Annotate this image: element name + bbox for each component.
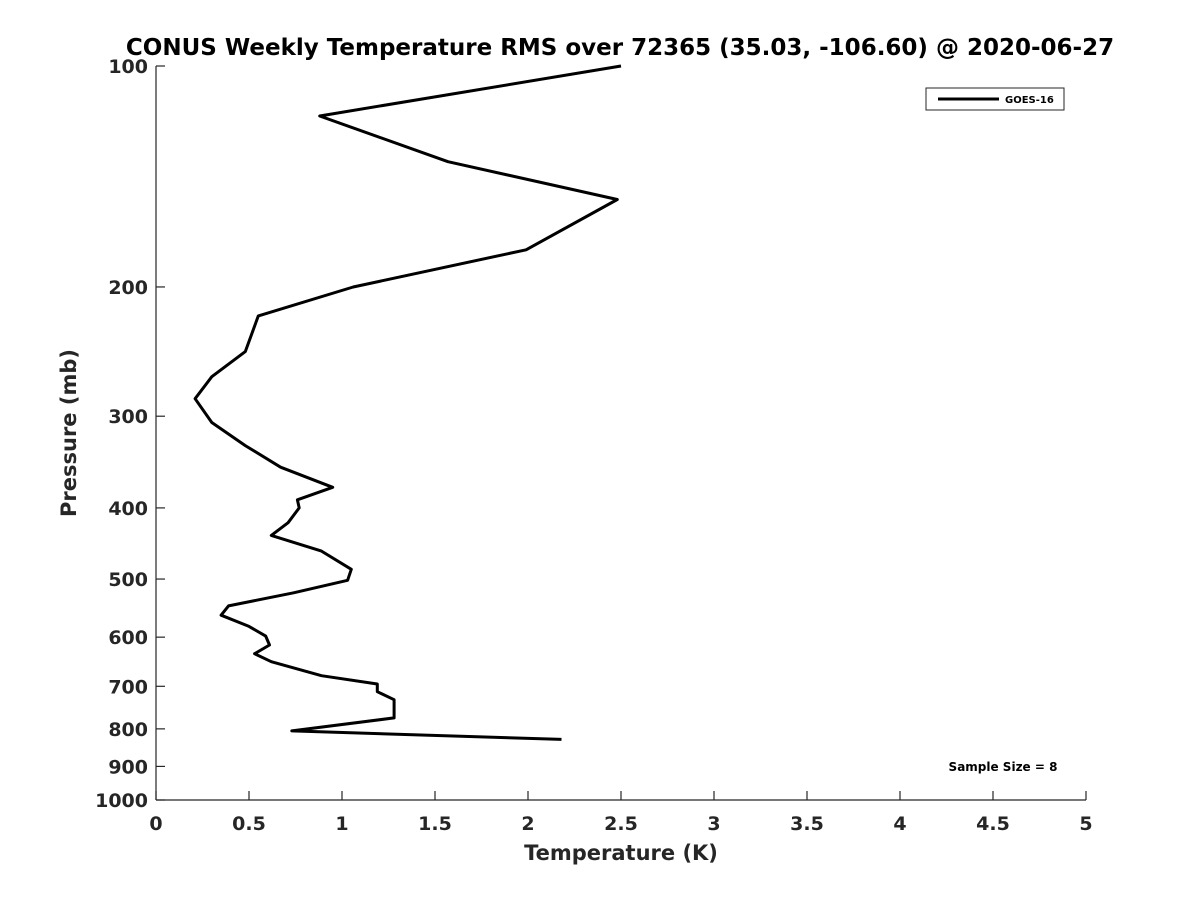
y-tick-label: 700 <box>108 676 148 698</box>
x-tick-label: 1.5 <box>418 813 452 835</box>
x-tick-label: 4.5 <box>976 813 1010 835</box>
x-tick-label: 3 <box>707 813 720 835</box>
x-tick-label: 4 <box>893 813 906 835</box>
y-tick-label: 300 <box>108 406 148 428</box>
y-axis-label: Pressure (mb) <box>57 349 81 517</box>
y-tick-label: 500 <box>108 569 148 591</box>
y-tick-label: 400 <box>108 498 148 520</box>
y-tick-label: 600 <box>108 627 148 649</box>
x-tick-label: 2.5 <box>604 813 638 835</box>
x-tick-label: 0.5 <box>232 813 266 835</box>
y-tick-label: 200 <box>108 277 148 299</box>
series-line-goes-16 <box>193 64 622 741</box>
x-tick-label: 0 <box>149 813 162 835</box>
legend: GOES-16 <box>925 87 1065 111</box>
y-tick-label: 900 <box>108 756 148 778</box>
legend-entry-label: GOES-16 <box>1005 95 1054 106</box>
y-tick-label: 800 <box>108 719 148 741</box>
x-axis-label: Temperature (K) <box>524 841 718 865</box>
x-tick-label: 3.5 <box>790 813 824 835</box>
sample-size-annotation: Sample Size = 8 <box>949 760 1058 774</box>
x-tick-label: 2 <box>521 813 534 835</box>
x-tick-label: 1 <box>335 813 348 835</box>
x-ticks: 0 0.5 1 1.5 2 2.5 3 3.5 4 4.5 5 <box>149 791 1093 835</box>
x-tick-label: 5 <box>1079 813 1092 835</box>
y-ticks: 100 200 300 400 500 600 700 800 900 1000 <box>95 56 165 812</box>
y-tick-label: 100 <box>108 56 148 78</box>
chart-title: CONUS Weekly Temperature RMS over 72365 … <box>126 35 1114 61</box>
axes <box>155 66 1086 801</box>
y-tick-label: 1000 <box>95 790 148 812</box>
